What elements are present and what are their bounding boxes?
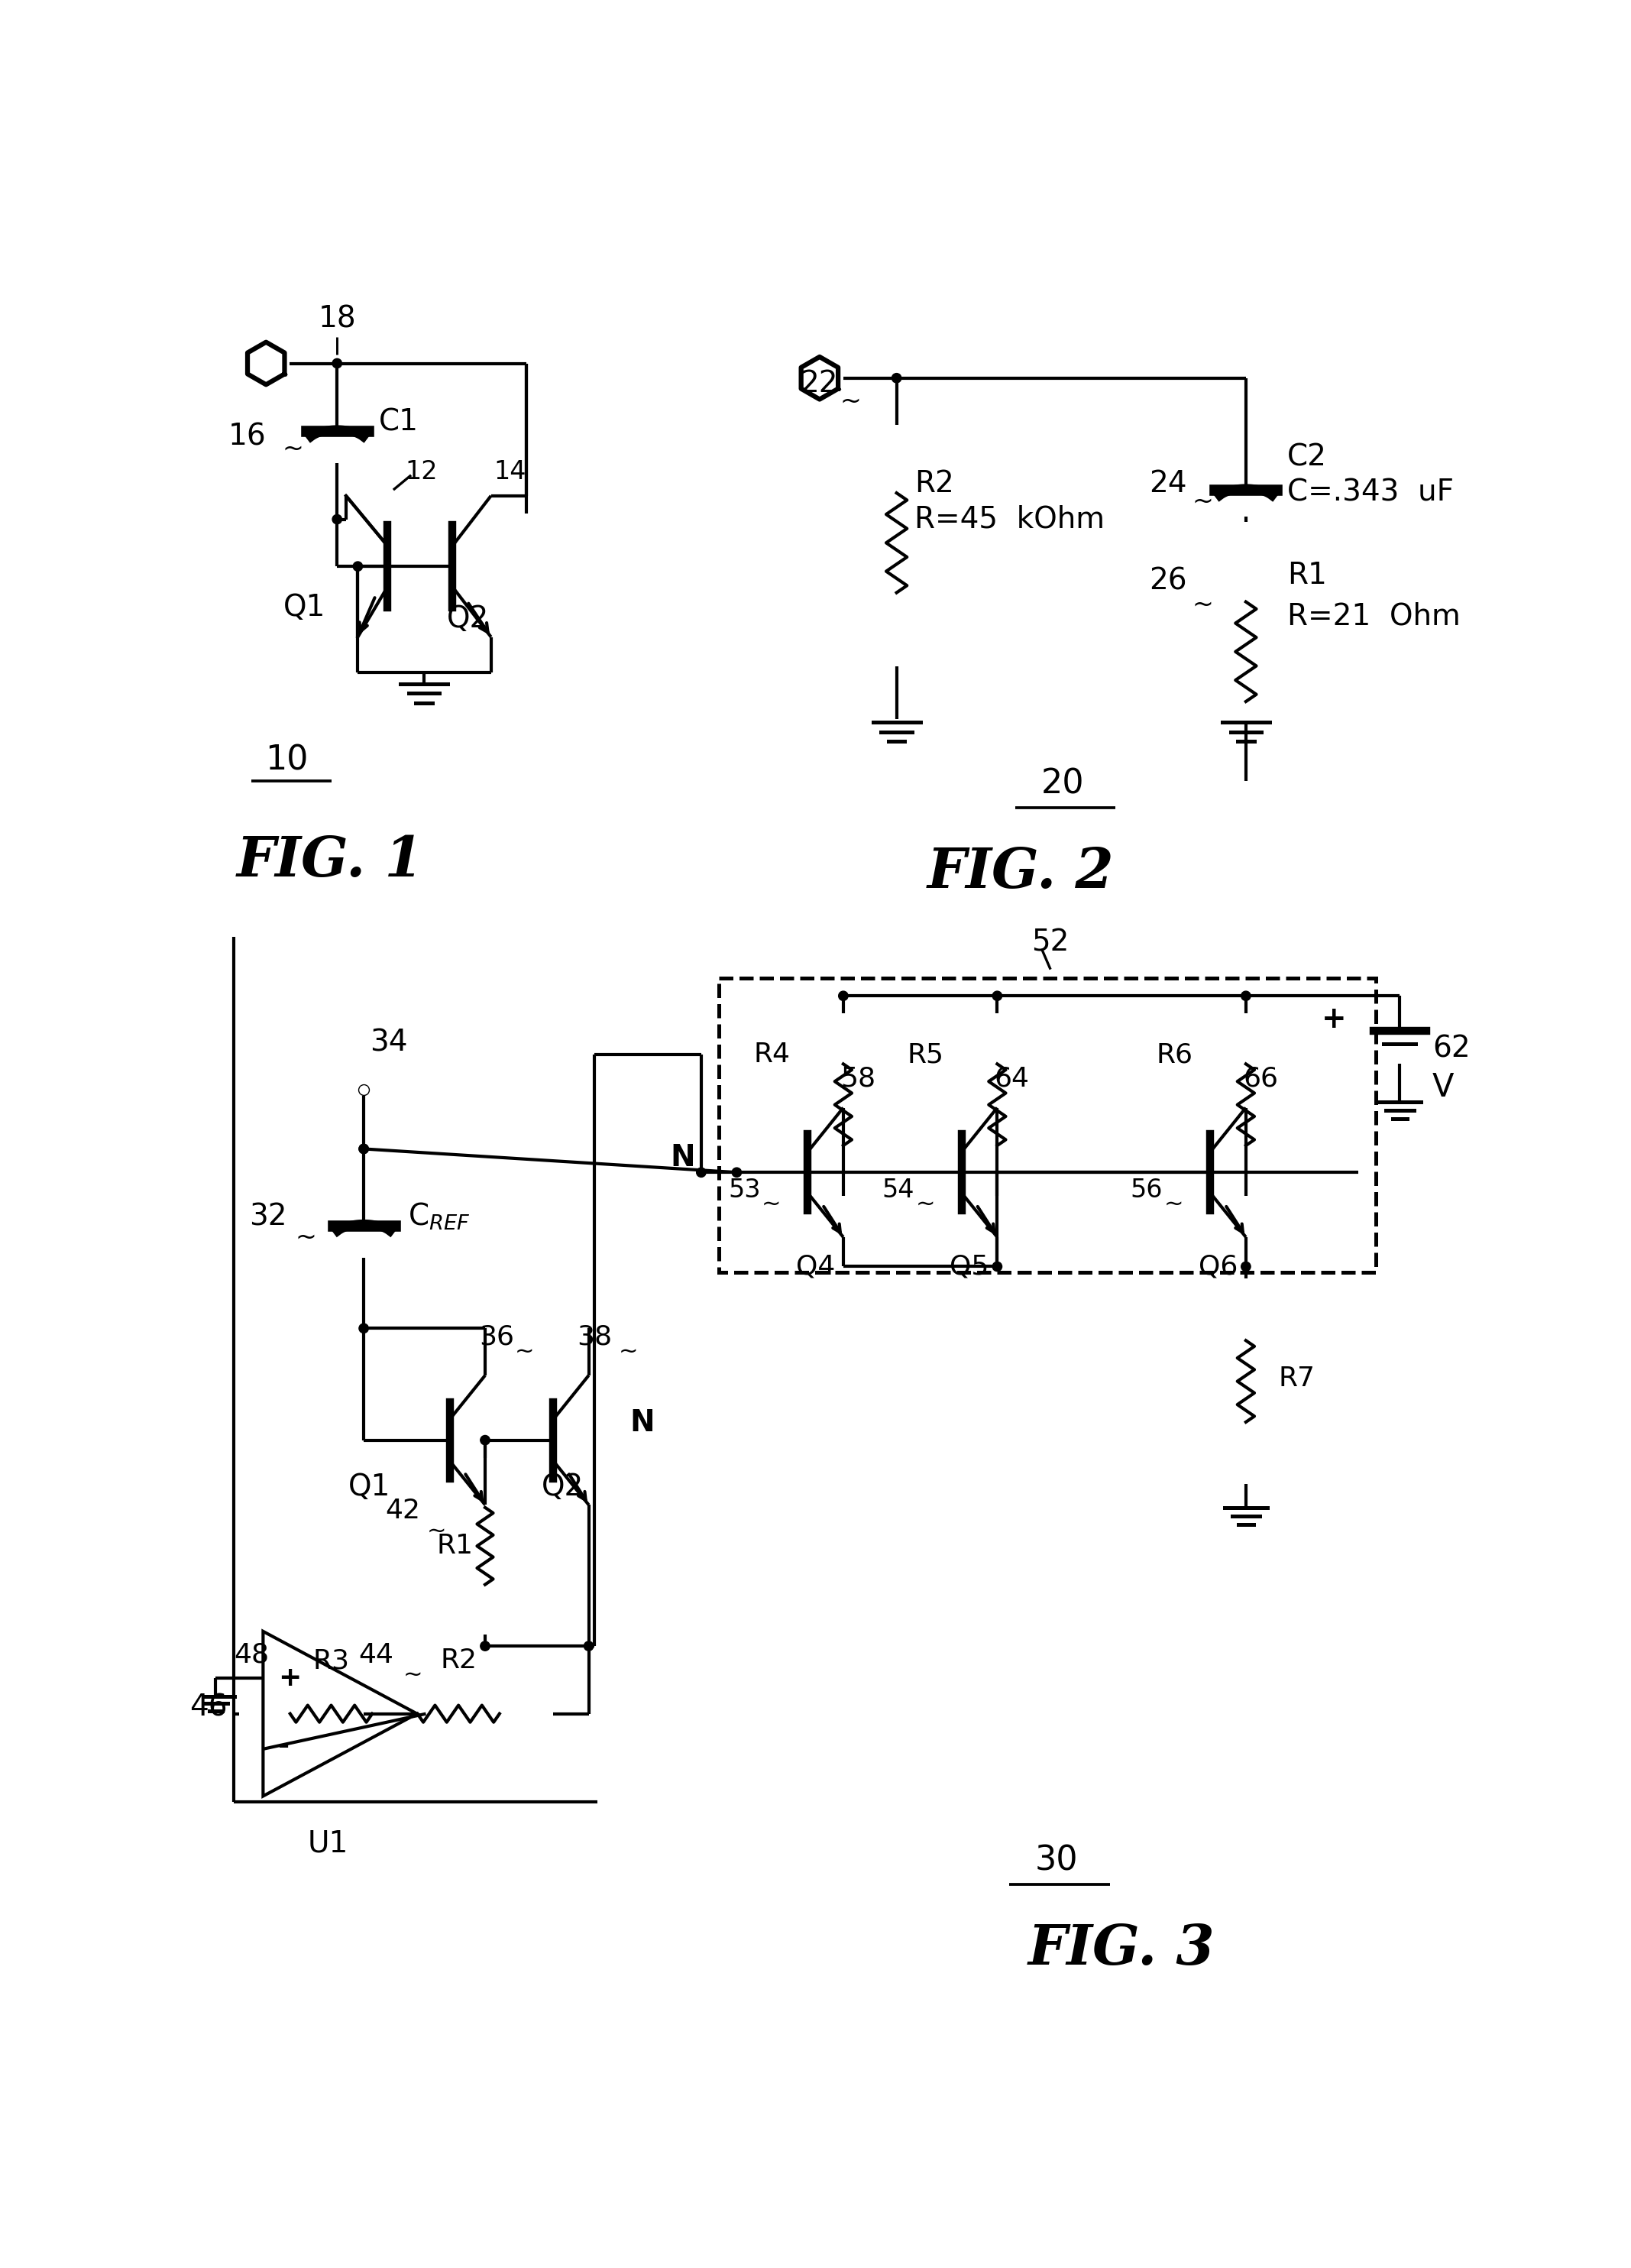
Text: ~: ~ <box>1192 490 1213 515</box>
Text: 42: 42 <box>385 1497 419 1524</box>
Circle shape <box>696 1168 706 1177</box>
Text: R6: R6 <box>1156 1041 1192 1068</box>
Text: FIG. 3: FIG. 3 <box>1028 1921 1215 1975</box>
Text: R=21  Ohm: R=21 Ohm <box>1287 601 1460 631</box>
Circle shape <box>359 1143 369 1154</box>
Text: -: - <box>277 1733 289 1760</box>
Text: N: N <box>630 1408 656 1438</box>
Circle shape <box>892 374 902 383</box>
Text: Q2: Q2 <box>541 1472 584 1501</box>
Text: +: + <box>277 1665 302 1692</box>
Circle shape <box>352 562 362 572</box>
Circle shape <box>993 991 1001 1000</box>
Text: U1: U1 <box>308 1828 349 1857</box>
Text: N: N <box>670 1143 695 1173</box>
Text: 56: 56 <box>1130 1177 1163 1202</box>
Text: R1: R1 <box>1287 560 1328 590</box>
Text: 12: 12 <box>404 460 437 485</box>
Circle shape <box>838 991 848 1000</box>
Bar <box>719 978 1377 1272</box>
Text: 18: 18 <box>318 304 356 333</box>
Text: 58: 58 <box>840 1066 876 1091</box>
Text: ~: ~ <box>1192 592 1213 617</box>
Text: 46: 46 <box>189 1694 228 1721</box>
Text: Q4: Q4 <box>796 1254 835 1279</box>
Text: 44: 44 <box>359 1642 393 1667</box>
Text: Q1: Q1 <box>284 592 326 621</box>
Text: ~: ~ <box>915 1193 935 1216</box>
Text: 38: 38 <box>577 1325 612 1349</box>
Text: ~: ~ <box>762 1193 781 1216</box>
Text: R1: R1 <box>437 1533 473 1558</box>
Text: R4: R4 <box>754 1041 789 1068</box>
Text: ~: ~ <box>515 1340 535 1363</box>
Text: FIG. 2: FIG. 2 <box>928 846 1114 900</box>
Text: C=.343  uF: C=.343 uF <box>1287 479 1453 508</box>
Circle shape <box>359 1143 369 1154</box>
Circle shape <box>481 1436 489 1445</box>
Circle shape <box>1241 991 1251 1000</box>
Circle shape <box>481 1642 489 1651</box>
Text: ~: ~ <box>1165 1193 1184 1216</box>
Text: 54: 54 <box>882 1177 915 1202</box>
Text: C$_{REF}$: C$_{REF}$ <box>408 1202 470 1232</box>
Text: Q5: Q5 <box>949 1254 988 1279</box>
Circle shape <box>333 515 343 524</box>
Text: 14: 14 <box>494 460 527 485</box>
Text: 16: 16 <box>228 422 266 451</box>
Text: ~: ~ <box>618 1340 638 1363</box>
Text: 32: 32 <box>250 1202 287 1232</box>
Text: ~: ~ <box>427 1520 447 1542</box>
Text: 22: 22 <box>799 370 837 399</box>
Circle shape <box>993 1261 1001 1272</box>
Text: R2: R2 <box>915 469 954 499</box>
Text: C2: C2 <box>1287 442 1328 472</box>
Text: +: + <box>1321 1005 1347 1034</box>
Text: 52: 52 <box>1032 928 1070 957</box>
Circle shape <box>584 1642 594 1651</box>
Text: R2: R2 <box>440 1649 476 1674</box>
Text: Q2: Q2 <box>447 606 489 633</box>
Text: 34: 34 <box>370 1027 408 1057</box>
Text: V: V <box>1432 1070 1455 1102</box>
Text: 10: 10 <box>266 744 308 778</box>
Text: 62: 62 <box>1432 1034 1470 1064</box>
Text: FIG. 1: FIG. 1 <box>236 832 424 887</box>
Text: ~: ~ <box>295 1225 316 1250</box>
Text: R3: R3 <box>313 1649 349 1674</box>
Text: 66: 66 <box>1243 1066 1279 1091</box>
Text: Q6: Q6 <box>1199 1254 1238 1279</box>
Text: 64: 64 <box>995 1066 1029 1091</box>
Circle shape <box>732 1168 742 1177</box>
Text: 36: 36 <box>480 1325 514 1349</box>
Text: 24: 24 <box>1148 469 1187 499</box>
Circle shape <box>1241 1261 1251 1272</box>
Circle shape <box>359 1325 369 1334</box>
Text: ~: ~ <box>403 1665 422 1687</box>
Text: 30: 30 <box>1034 1844 1078 1878</box>
Text: R=45  kOhm: R=45 kOhm <box>915 506 1104 533</box>
Text: R5: R5 <box>907 1041 944 1068</box>
Text: 20: 20 <box>1041 767 1085 801</box>
Circle shape <box>333 358 343 367</box>
Text: C1: C1 <box>378 408 418 438</box>
Text: ~: ~ <box>282 435 303 460</box>
Text: Q1: Q1 <box>347 1472 390 1501</box>
Text: ~: ~ <box>840 390 861 415</box>
Text: 26: 26 <box>1148 567 1187 596</box>
Text: 48: 48 <box>233 1642 269 1667</box>
Text: 53: 53 <box>727 1177 760 1202</box>
Text: R7: R7 <box>1279 1365 1315 1390</box>
